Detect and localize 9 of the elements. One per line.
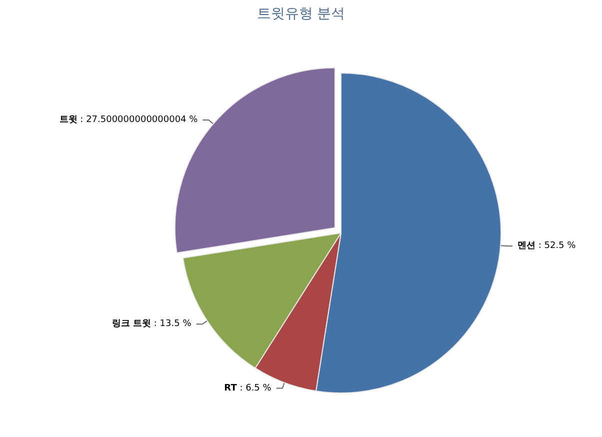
data-label: : 13.5 %: [151, 319, 192, 330]
chart-title: 트윗유형 분석: [256, 6, 346, 22]
data-label: : 52.5 %: [535, 241, 576, 252]
slice-label: 트윗: [59, 114, 78, 125]
slice-label: 링크 트윗: [112, 319, 152, 330]
slice-label: RT: [224, 383, 238, 394]
data-label: : 6.5 %: [236, 383, 272, 394]
data-label: : 27.500000000000004 %: [77, 114, 198, 125]
slice-label: 멘션: [517, 241, 536, 252]
